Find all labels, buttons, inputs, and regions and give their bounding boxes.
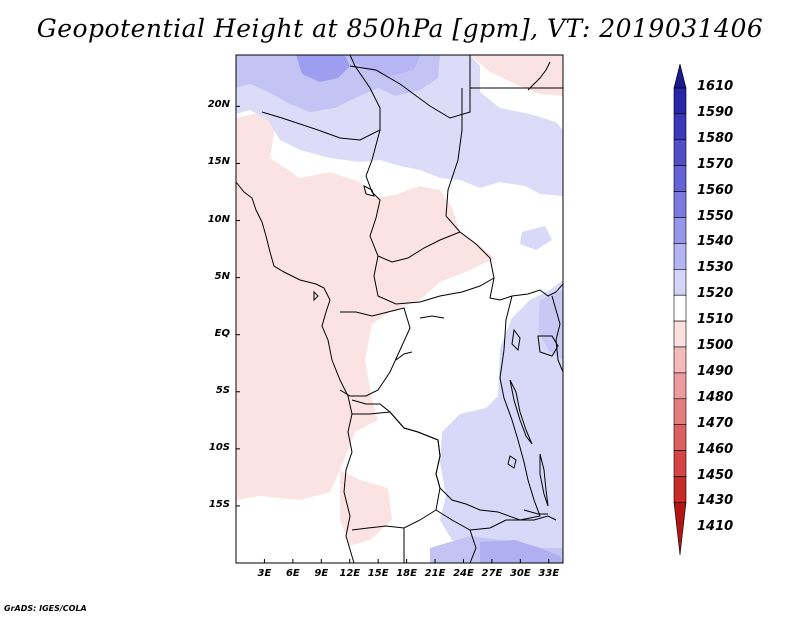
colorbar-label: 1510 — [697, 312, 734, 328]
longitude-label: 21E — [424, 568, 446, 579]
colorbar-swatch — [673, 346, 687, 374]
colorbar-label: 1560 — [697, 182, 734, 198]
colorbar-label: 1430 — [697, 493, 734, 509]
sahel-border-1 — [261, 55, 381, 141]
colorbar-label: 1470 — [697, 415, 734, 431]
colorbar — [673, 63, 687, 556]
colorbar-label: 1480 — [697, 389, 734, 405]
map-frame — [235, 54, 564, 564]
west-african-coastline — [236, 181, 355, 563]
car-border — [373, 255, 495, 305]
colorbar-swatch — [673, 87, 687, 115]
longitude-label: 9E — [314, 568, 329, 579]
latitude-label: 10S — [208, 441, 230, 453]
longitude-label: 18E — [396, 568, 417, 579]
colorbar-swatch — [673, 398, 687, 425]
sahel-border-2 — [349, 55, 471, 119]
borders — [236, 55, 563, 563]
colorbar-label: 1410 — [697, 519, 734, 535]
peak-height-region-south — [480, 540, 563, 563]
river-1 — [419, 315, 445, 319]
colorbar-label: 1460 — [697, 441, 734, 457]
colorbar-label: 1450 — [697, 467, 734, 483]
colorbar-swatch — [673, 63, 687, 89]
colorbar-label: 1570 — [697, 156, 734, 172]
colorbar-swatch — [673, 294, 687, 322]
colorbar-swatch — [673, 113, 687, 141]
colorbar-label: 1530 — [697, 260, 734, 276]
latitude-label: EQ — [214, 327, 230, 339]
colorbar-label: 1550 — [697, 208, 734, 224]
lake-chad — [363, 185, 375, 197]
gulf-island — [313, 290, 319, 302]
colorbar-label: 1490 — [697, 363, 734, 379]
low-height-region-northeast — [470, 55, 563, 96]
longitude-label: 24E — [453, 568, 474, 579]
southeast-border — [469, 529, 477, 563]
colorbar-swatch — [673, 424, 687, 451]
colorbar-label: 1500 — [697, 338, 734, 353]
longitude-label: 12E — [339, 568, 361, 579]
axis-ticks — [236, 105, 550, 563]
colorbar-swatch — [673, 243, 687, 270]
footer-credit: GrADS: IGES/COLA — [4, 604, 87, 613]
colorbar-swatch — [673, 165, 687, 192]
peak-height-region-north — [296, 55, 350, 82]
river-2 — [395, 351, 413, 361]
colorbar-label: 1540 — [697, 234, 734, 250]
longitude-label: 33E — [538, 568, 560, 579]
longitude-label: 30E — [509, 568, 531, 579]
colorbar-label: 1590 — [697, 104, 734, 120]
latitude-label: 5S — [215, 384, 230, 396]
colorbar-swatch — [673, 139, 687, 167]
low-height-region-west — [236, 112, 495, 500]
secondary-peak-region-north — [345, 55, 420, 76]
colorbar-swatch — [673, 268, 687, 296]
latitude-label: 10N — [207, 213, 230, 225]
latitude-label: 20N — [207, 99, 230, 111]
longitude-label: 27E — [481, 568, 503, 579]
colorbar-swatch — [673, 217, 687, 244]
high-height-region-east — [440, 280, 563, 550]
angola-border — [351, 411, 441, 531]
longitude-label: 6E — [285, 568, 300, 579]
map-title: Geopotential Height at 850hPa [gpm], VT:… — [36, 14, 764, 43]
latitude-label: 5N — [214, 270, 230, 282]
colorbar-swatch — [673, 476, 687, 503]
lake-victoria — [537, 335, 559, 357]
lake-malawi — [539, 453, 549, 507]
chad-border — [365, 129, 461, 263]
colorbar-swatch — [673, 320, 687, 348]
red-sea-coast — [527, 61, 551, 91]
longitude-label: 15E — [367, 568, 389, 579]
colorbar-swatch — [673, 502, 687, 556]
zambia-border — [435, 509, 557, 531]
colorbar-swatch — [673, 372, 687, 400]
lake-southeast — [507, 455, 517, 469]
high-height-region-southeast-patch — [520, 226, 552, 250]
colorbar-label: 1610 — [697, 79, 734, 94]
lake-tanganyika — [509, 379, 533, 445]
congo-border — [339, 307, 411, 397]
east-coast — [551, 295, 563, 373]
colorbar-label: 1520 — [697, 286, 734, 302]
lake-bangweulu — [523, 509, 548, 515]
latitude-label: 15N — [207, 156, 230, 168]
lake-albert — [511, 328, 521, 352]
colorbar-swatch — [673, 450, 687, 477]
longitude-label: 3E — [257, 568, 272, 579]
latitude-label: 15S — [208, 498, 230, 510]
colorbar-swatch — [673, 191, 687, 218]
colorbar-label: 1580 — [697, 130, 734, 146]
